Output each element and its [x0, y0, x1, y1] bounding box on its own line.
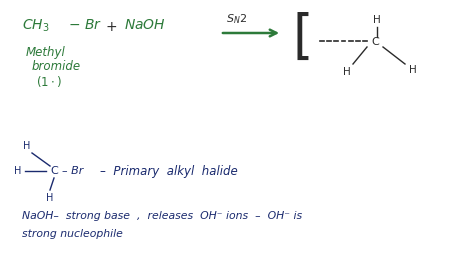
Text: C: C	[371, 37, 379, 47]
Text: $[$: $[$	[292, 12, 310, 64]
Text: H: H	[14, 166, 22, 176]
Text: $C H_3$: $C H_3$	[22, 18, 49, 34]
Text: $NaOH$: $NaOH$	[124, 18, 166, 32]
Text: – Br: – Br	[62, 166, 83, 176]
Text: Methyl: Methyl	[26, 46, 66, 59]
Text: NaOH–  strong base  ,  releases  OH⁻ ions  –  OH⁻ is: NaOH– strong base , releases OH⁻ ions – …	[22, 211, 302, 221]
Text: $(1\cdot)$: $(1\cdot)$	[36, 74, 62, 89]
Text: $+$: $+$	[105, 20, 117, 34]
Text: H: H	[23, 141, 31, 151]
Text: C: C	[50, 166, 58, 176]
Text: strong nucleophile: strong nucleophile	[22, 229, 123, 239]
Text: H: H	[409, 65, 417, 75]
Text: H: H	[46, 193, 54, 203]
Text: H: H	[343, 67, 351, 77]
Text: –  Primary  alkyl  halide: – Primary alkyl halide	[100, 164, 238, 177]
Text: $S_N2$: $S_N2$	[226, 12, 247, 26]
Text: bromide: bromide	[32, 60, 81, 73]
Text: $-\ Br$: $-\ Br$	[68, 18, 102, 32]
Text: H: H	[373, 15, 381, 25]
